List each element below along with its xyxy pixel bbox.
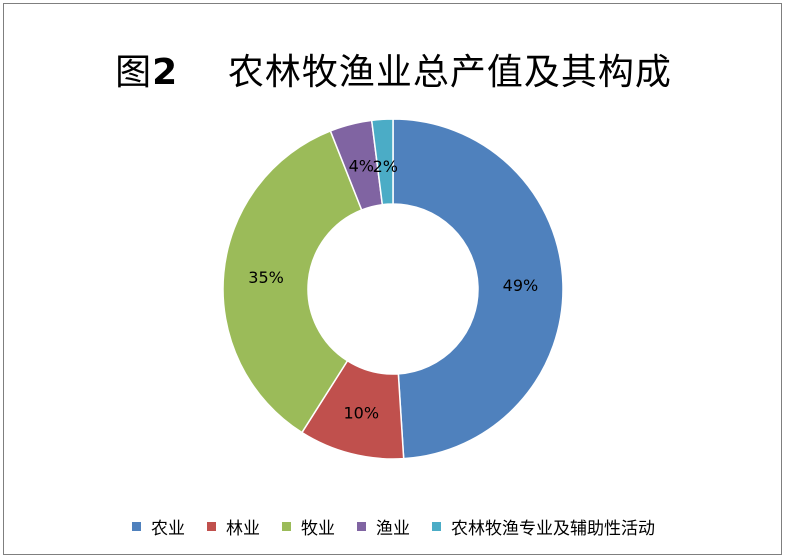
data-label-services: 2% xyxy=(373,157,398,176)
chart-title-text: 农林牧渔业总产值及其构成 xyxy=(227,52,672,93)
legend-label-services: 农林牧渔专业及辅助性活动 xyxy=(451,518,655,539)
slice-agriculture xyxy=(392,118,564,460)
legend-item-fishery: 渔业 xyxy=(357,514,410,539)
legend-label-fishery: 渔业 xyxy=(376,518,410,539)
legend-item-agriculture: 农业 xyxy=(132,514,185,539)
chart-title: 图2 农林牧渔业总产值及其构成 xyxy=(0,43,787,95)
legend-swatch-services xyxy=(432,521,441,531)
legend-swatch-forestry xyxy=(207,521,216,531)
data-label-agriculture: 49% xyxy=(503,276,539,295)
chart-title-number: 2 xyxy=(152,52,179,93)
slice-services xyxy=(370,118,394,206)
slice-animal-husbandry xyxy=(222,129,363,434)
legend-swatch-fishery xyxy=(357,521,366,531)
legend-label-animal-husbandry: 牧业 xyxy=(301,518,335,539)
data-label-fishery: 4% xyxy=(349,157,374,176)
data-label-animal-husbandry: 35% xyxy=(248,268,284,287)
legend-item-forestry: 林业 xyxy=(207,514,260,539)
legend-swatch-agriculture xyxy=(132,521,141,531)
legend-label-agriculture: 农业 xyxy=(151,518,185,539)
legend-swatch-animal-husbandry xyxy=(282,521,291,531)
chart-frame xyxy=(3,3,782,555)
legend-item-services: 农林牧渔专业及辅助性活动 xyxy=(432,514,655,539)
chart-title-prefix: 图 xyxy=(115,52,153,93)
legend-label-forestry: 林业 xyxy=(226,518,260,539)
data-label-forestry: 10% xyxy=(344,403,380,422)
legend-item-animal-husbandry: 牧业 xyxy=(282,514,335,539)
chart-legend: 农业 林业 牧业 渔业 农林牧渔专业及辅助性活动 xyxy=(0,514,787,539)
